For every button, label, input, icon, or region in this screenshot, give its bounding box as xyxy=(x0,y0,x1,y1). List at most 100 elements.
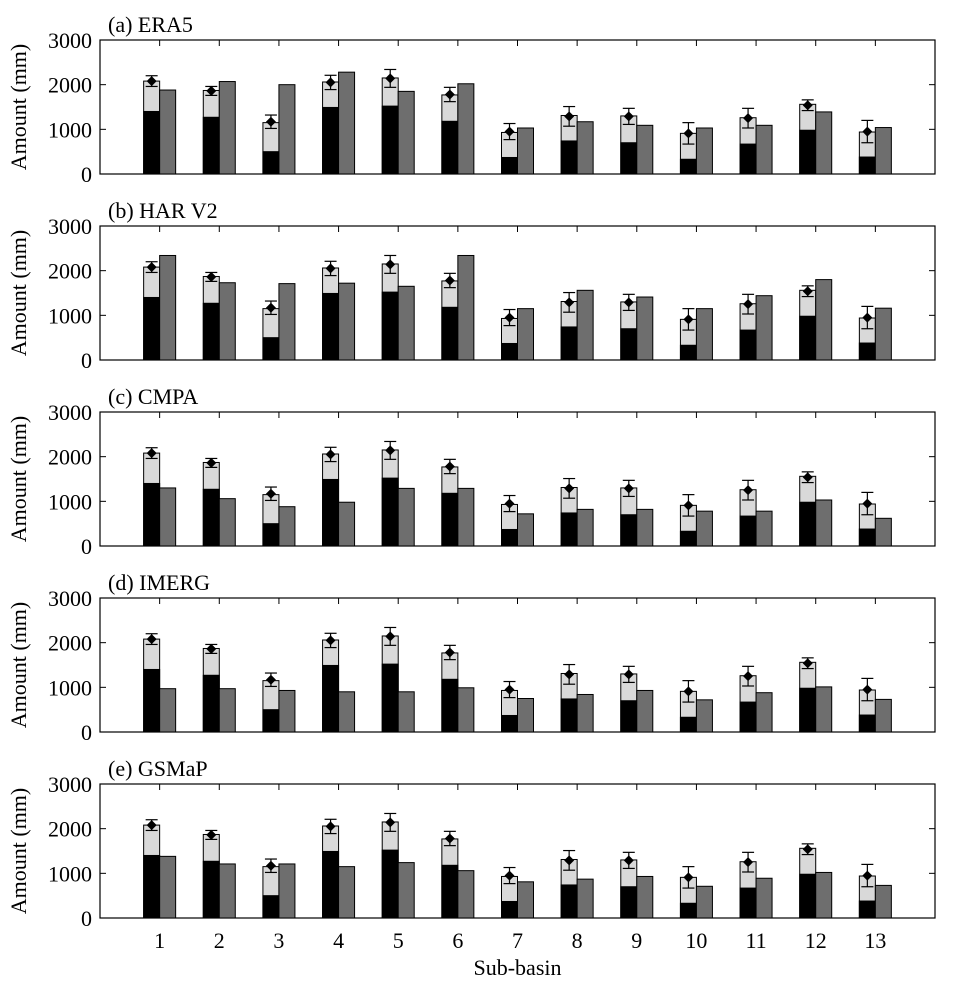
y-axis-label: Amount (mm) xyxy=(6,416,31,543)
bar-black-part xyxy=(202,302,220,361)
x-tick-label: 8 xyxy=(572,928,583,953)
bar-black-part xyxy=(620,514,638,547)
bar-product xyxy=(218,81,236,175)
y-tick-label: 2000 xyxy=(48,259,92,284)
mean-marker xyxy=(862,870,873,881)
bar-product xyxy=(218,863,236,919)
bar-product xyxy=(159,487,177,547)
mean-marker xyxy=(743,671,754,682)
y-tick-label: 0 xyxy=(81,162,92,187)
bar-product xyxy=(695,127,713,175)
bar-product xyxy=(159,855,177,919)
y-tick-label: 1000 xyxy=(48,117,92,142)
mean-marker xyxy=(743,485,754,496)
bar-black-part xyxy=(858,714,876,733)
mean-marker xyxy=(504,312,515,323)
bar-black-part xyxy=(322,850,340,919)
bar-product xyxy=(517,881,534,919)
bar-black-part xyxy=(560,698,578,733)
bar-product xyxy=(397,285,415,361)
mean-marker xyxy=(444,275,455,286)
bar-black-part xyxy=(202,116,220,175)
mean-marker xyxy=(325,821,336,832)
bar-product xyxy=(278,84,296,175)
panel-title: (c) CMPA xyxy=(108,384,198,409)
bar-black-part xyxy=(739,701,757,733)
bar-black-part xyxy=(381,849,399,919)
bar-black-part xyxy=(799,873,817,919)
mean-marker xyxy=(683,500,694,511)
panel-3: 0 1000 2000 3000 (c) CMPA Amount (mm) xyxy=(6,384,936,559)
bar-product xyxy=(278,863,296,919)
bar-black-part xyxy=(381,291,399,361)
bar-black-part xyxy=(322,106,340,175)
y-tick-label: 3000 xyxy=(48,400,92,425)
mean-marker xyxy=(146,820,157,831)
bar-product xyxy=(695,699,713,733)
y-tick-label: 1000 xyxy=(48,861,92,886)
mean-marker xyxy=(623,483,634,494)
y-tick-label: 2000 xyxy=(48,631,92,656)
bar-product xyxy=(159,254,177,361)
x-tick-label: 9 xyxy=(631,928,642,953)
bar-product xyxy=(815,279,833,361)
mean-marker xyxy=(743,113,754,124)
bar-black-part xyxy=(143,110,161,175)
bar-product xyxy=(576,878,594,919)
y-tick-label: 3000 xyxy=(48,586,92,611)
mean-marker xyxy=(683,686,694,697)
bar-product xyxy=(874,884,892,919)
bar-black-part xyxy=(262,151,280,175)
bar-black-part xyxy=(560,512,578,547)
mean-marker xyxy=(623,111,634,122)
bar-black-part xyxy=(620,328,638,361)
bar-black-part xyxy=(679,344,697,361)
mean-marker xyxy=(683,872,694,883)
bar-black-part xyxy=(620,700,638,733)
mean-marker xyxy=(265,674,276,685)
mean-marker xyxy=(146,76,157,87)
bar-product xyxy=(874,698,892,733)
x-tick-label: 11 xyxy=(745,928,766,953)
bar-black-part xyxy=(560,884,578,919)
bar-black-part xyxy=(441,492,459,547)
bar-product xyxy=(397,487,415,547)
bar-product xyxy=(159,89,177,175)
bar-black-part xyxy=(143,668,161,733)
bar-black-part xyxy=(262,523,280,547)
bar-black-part xyxy=(799,501,817,547)
bar-product xyxy=(278,283,296,361)
panel-title: (d) IMERG xyxy=(108,570,210,595)
y-axis-label: Amount (mm) xyxy=(6,230,31,357)
bar-product xyxy=(695,885,713,919)
mean-marker xyxy=(385,817,396,828)
panel-title: (e) GSMaP xyxy=(108,756,208,781)
mean-marker xyxy=(444,89,455,100)
bar-product xyxy=(576,289,594,361)
panel-4: 0 1000 2000 3000 (d) IMERG Amount (mm) xyxy=(6,570,936,745)
mean-marker xyxy=(444,833,455,844)
panel-title: (a) ERA5 xyxy=(108,12,193,37)
bar-black-part xyxy=(143,854,161,919)
mean-marker xyxy=(265,302,276,313)
bar-product xyxy=(815,871,833,919)
bar-product xyxy=(517,127,534,175)
x-tick-label: 3 xyxy=(273,928,284,953)
bar-black-part xyxy=(202,674,220,733)
bar-product xyxy=(218,688,236,733)
mean-marker xyxy=(504,870,515,881)
bar-product xyxy=(815,111,833,175)
x-tick-label: 13 xyxy=(864,928,886,953)
bar-product xyxy=(874,307,892,361)
mean-marker xyxy=(206,829,217,840)
bar-black-part xyxy=(858,528,876,547)
bar-black-part xyxy=(560,326,578,361)
bar-product xyxy=(517,698,534,733)
bar-black-part xyxy=(381,663,399,733)
y-tick-label: 2000 xyxy=(48,73,92,98)
mean-marker xyxy=(623,297,634,308)
bar-product xyxy=(755,877,773,919)
y-tick-label: 0 xyxy=(81,348,92,373)
mean-marker xyxy=(802,844,813,855)
x-tick-label: 7 xyxy=(512,928,523,953)
